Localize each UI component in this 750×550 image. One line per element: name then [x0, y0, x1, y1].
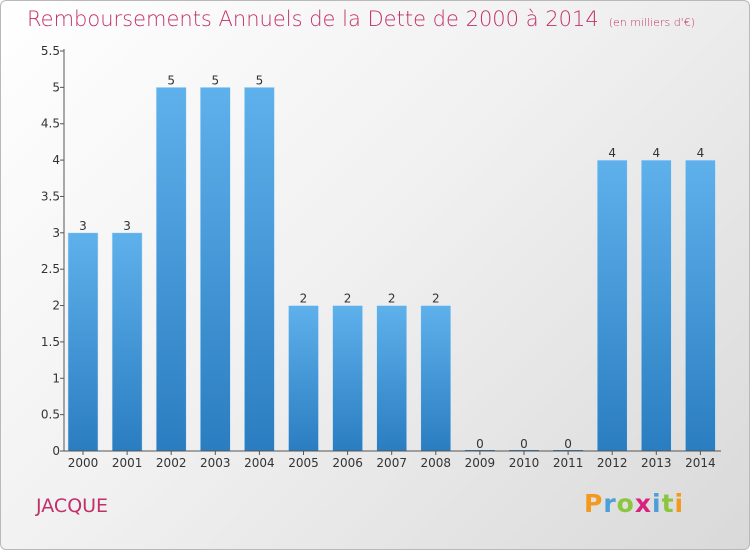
logo-letter: x [634, 489, 652, 518]
bar-value-label: 2 [388, 292, 396, 306]
bar [111, 232, 143, 452]
x-tick-label: 2000 [68, 456, 99, 470]
x-tick-label: 2011 [553, 456, 584, 470]
bar-value-label: 2 [344, 292, 352, 306]
y-tick-label: 4 [52, 153, 60, 167]
logo-letter: r [603, 489, 617, 518]
y-tick-label: 5.5 [41, 44, 60, 58]
x-tick-label: 2002 [156, 456, 187, 470]
bar [155, 87, 187, 452]
y-tick-label: 2 [52, 299, 60, 313]
x-tick-label: 2010 [509, 456, 540, 470]
bar [200, 87, 231, 452]
x-tick-label: 2008 [421, 456, 452, 470]
bar [288, 305, 319, 452]
x-tick-label: 2009 [465, 456, 496, 470]
bar-value-label: 4 [697, 146, 705, 160]
bar-value-label: 5 [211, 73, 219, 87]
x-tick-label: 2005 [288, 456, 319, 470]
chart-title-text: Remboursements Annuels de la Dette de 20… [27, 7, 599, 31]
bar-value-label: 4 [652, 146, 660, 160]
x-tick-label: 2004 [244, 456, 275, 470]
x-tick-label: 2012 [597, 456, 628, 470]
bar [244, 87, 275, 452]
bar [685, 159, 716, 452]
x-tick-label: 2001 [112, 456, 143, 470]
x-tick-label: 2014 [685, 456, 716, 470]
bar-value-label: 2 [300, 292, 308, 306]
y-tick-label: 0.5 [41, 408, 60, 422]
bar-value-label: 4 [608, 146, 616, 160]
y-tick-label: 1.5 [41, 335, 60, 349]
x-tick-label: 2013 [641, 456, 672, 470]
logo-letter: i [652, 489, 662, 518]
bar [641, 159, 672, 452]
proxiti-logo: Proxiti [584, 489, 684, 518]
bar [376, 305, 407, 452]
y-tick-label: 4.5 [41, 117, 60, 131]
y-tick-label: 5 [52, 80, 60, 94]
bar-value-label: 0 [564, 437, 572, 451]
bar [420, 305, 452, 452]
logo-letter: i [674, 489, 685, 518]
y-tick-label: 1 [52, 371, 60, 385]
x-tick-label: 2007 [376, 456, 407, 470]
y-tick-label: 2.5 [41, 262, 60, 276]
y-tick-label: 0 [52, 444, 60, 458]
bar-value-label: 0 [476, 437, 484, 451]
bar [596, 159, 628, 452]
bar [67, 232, 99, 452]
commune-name: JACQUE [36, 495, 109, 517]
bar-value-label: 2 [432, 292, 440, 306]
bar [332, 305, 363, 452]
chart-title: Remboursements Annuels de la Dette de 20… [27, 7, 695, 31]
y-tick-label: 3.5 [41, 189, 60, 203]
bar-value-label: 0 [520, 437, 528, 451]
chart-subtitle: (en milliers d'€) [608, 16, 695, 29]
x-tick-label: 2003 [200, 456, 231, 470]
bar-value-label: 3 [123, 219, 131, 233]
bar-value-label: 5 [167, 73, 175, 87]
y-tick-label: 3 [52, 226, 60, 240]
logo-letter: o [616, 489, 635, 518]
x-tick-label: 2006 [332, 456, 363, 470]
bar-value-label: 5 [256, 73, 264, 87]
bar-value-label: 3 [79, 219, 87, 233]
logo-letter: P [584, 489, 604, 518]
logo-letter: t [661, 489, 675, 518]
